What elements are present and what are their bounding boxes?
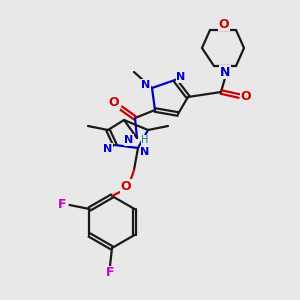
Text: N: N: [176, 72, 186, 82]
Text: N: N: [103, 144, 112, 154]
Text: O: O: [219, 17, 229, 31]
Text: O: O: [109, 97, 119, 110]
Text: N: N: [220, 65, 230, 79]
Text: N: N: [140, 147, 150, 157]
Text: N: N: [141, 80, 151, 90]
Text: F: F: [106, 266, 114, 280]
Text: N: N: [124, 135, 134, 145]
Text: O: O: [121, 179, 131, 193]
Text: H: H: [141, 135, 149, 145]
Text: F: F: [58, 199, 67, 212]
Text: O: O: [241, 91, 251, 103]
